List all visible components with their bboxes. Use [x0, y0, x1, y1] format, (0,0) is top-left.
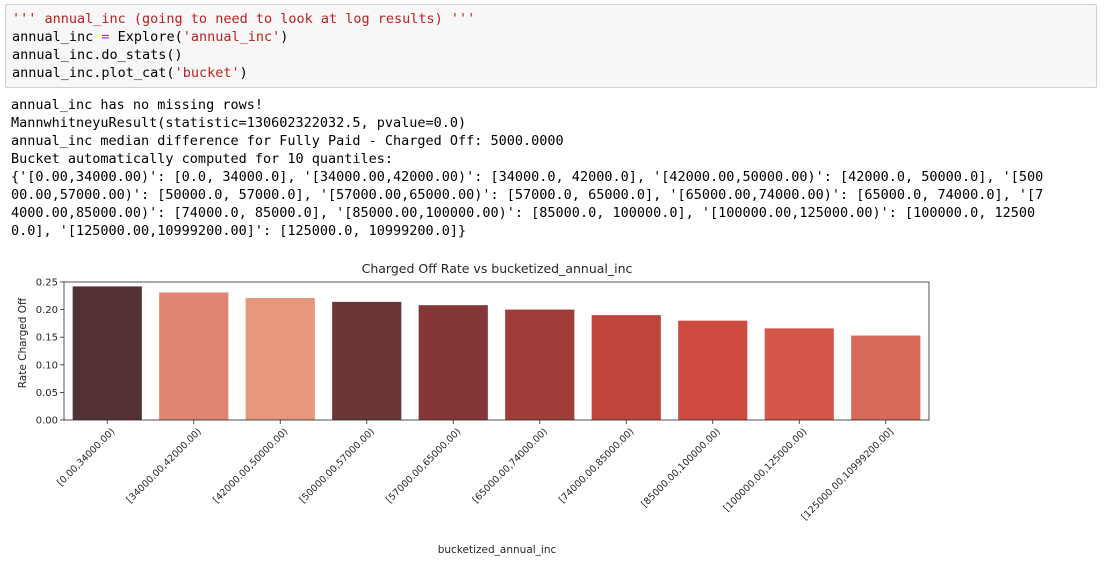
- output-line: 4000.00,85000.00)': [74000.0, 85000.0], …: [11, 205, 1036, 221]
- y-tick-label: 0.00: [36, 416, 58, 427]
- code-token: 'annual_inc': [182, 29, 281, 45]
- output-line: 0.0], '[125000.00,10999200.00]': [125000…: [11, 223, 467, 239]
- bar: [72, 286, 142, 420]
- output-lines: annual_inc has no missing rows! Mannwhitn…: [11, 96, 1101, 240]
- x-axis-label: bucketized_annual_inc: [438, 544, 557, 556]
- y-axis-label: Rate Charged Off: [17, 297, 29, 388]
- code-token: annual_inc.plot_cat(: [12, 65, 175, 81]
- y-tick-label: 0.05: [36, 388, 58, 399]
- bars-group: [72, 286, 921, 420]
- bar: [418, 305, 488, 420]
- output-line: {'[0.00,34000.00)': [0.0, 34000.0], '[34…: [11, 169, 1044, 185]
- x-ticks-group: [0.00,34000.00) [34000.00,42000.00) [42000…: [55, 420, 896, 523]
- y-tick-label: 0.10: [36, 360, 58, 371]
- bar: [678, 320, 748, 420]
- chart-svg: Charged Off Rate vs bucketized_annual_in…: [17, 261, 930, 556]
- code-token: ): [239, 65, 248, 81]
- code-line: annual_inc.do_stats(): [12, 46, 1096, 64]
- bar: [851, 335, 921, 420]
- code-token: =: [101, 29, 110, 45]
- bar: [245, 298, 315, 420]
- code-token: ): [280, 29, 289, 45]
- bar: [591, 315, 661, 420]
- output-line: annual_inc median difference for Fully P…: [11, 133, 564, 149]
- code-token: 'bucket': [174, 65, 240, 81]
- code-cell[interactable]: ''' annual_inc (going to need to look at…: [5, 4, 1097, 88]
- output-line: 00.00,57000.00)': [50000.0, 57000.0], '[…: [11, 187, 1044, 203]
- bar-chart: Charged Off Rate vs bucketized_annual_in…: [0, 255, 1108, 571]
- cell-output: annual_inc has no missing rows! Mannwhitn…: [11, 96, 1101, 240]
- code-token: ''' annual_inc (going to need to look at…: [12, 11, 476, 27]
- output-line: Bucket automatically computed for 10 qua…: [11, 151, 394, 167]
- bar: [332, 301, 402, 420]
- code-line: annual_inc.plot_cat('bucket'): [12, 64, 1096, 82]
- x-tick-label: [74000.00,85000.00): [557, 426, 636, 505]
- x-tick-label: [50000.00,57000.00): [298, 426, 377, 505]
- y-tick-label: 0.20: [36, 305, 58, 316]
- x-tick-label: [125000.00,10999200.00]: [800, 426, 896, 522]
- code-lines: ''' annual_inc (going to need to look at…: [12, 10, 1096, 82]
- x-tick-label: [42000.00,50000.00): [211, 426, 290, 505]
- y-ticks-group: 0.00 0.05 0.10 0.15 0.20 0.25: [36, 278, 64, 427]
- code-token: annual_inc: [12, 29, 102, 45]
- x-tick-label: [0.00,34000.00): [55, 426, 117, 488]
- bar: [764, 328, 834, 420]
- code-line: annual_inc = Explore('annual_inc'): [12, 28, 1096, 46]
- bar: [505, 309, 575, 420]
- x-tick-label: [100000.00,125000.00): [722, 426, 810, 514]
- x-tick-label: [65000.00,74000.00): [471, 426, 550, 505]
- plot-frame: [63, 281, 930, 421]
- output-line: MannwhitneyuResult(statistic=13060232203…: [11, 115, 467, 131]
- x-tick-label: [57000.00,65000.00): [384, 426, 463, 505]
- code-token: Explore(: [109, 29, 183, 45]
- y-tick-label: 0.25: [36, 278, 58, 289]
- x-tick-label: [34000.00,42000.00): [125, 426, 204, 505]
- chart-title: Charged Off Rate vs bucketized_annual_in…: [362, 261, 633, 276]
- bar: [159, 292, 229, 420]
- code-line: ''' annual_inc (going to need to look at…: [12, 10, 1096, 28]
- x-tick-label: [85000.00,100000.00): [639, 426, 723, 510]
- output-line: annual_inc has no missing rows!: [11, 97, 263, 113]
- y-tick-label: 0.15: [36, 333, 58, 344]
- code-token: annual_inc.do_stats(): [12, 47, 183, 63]
